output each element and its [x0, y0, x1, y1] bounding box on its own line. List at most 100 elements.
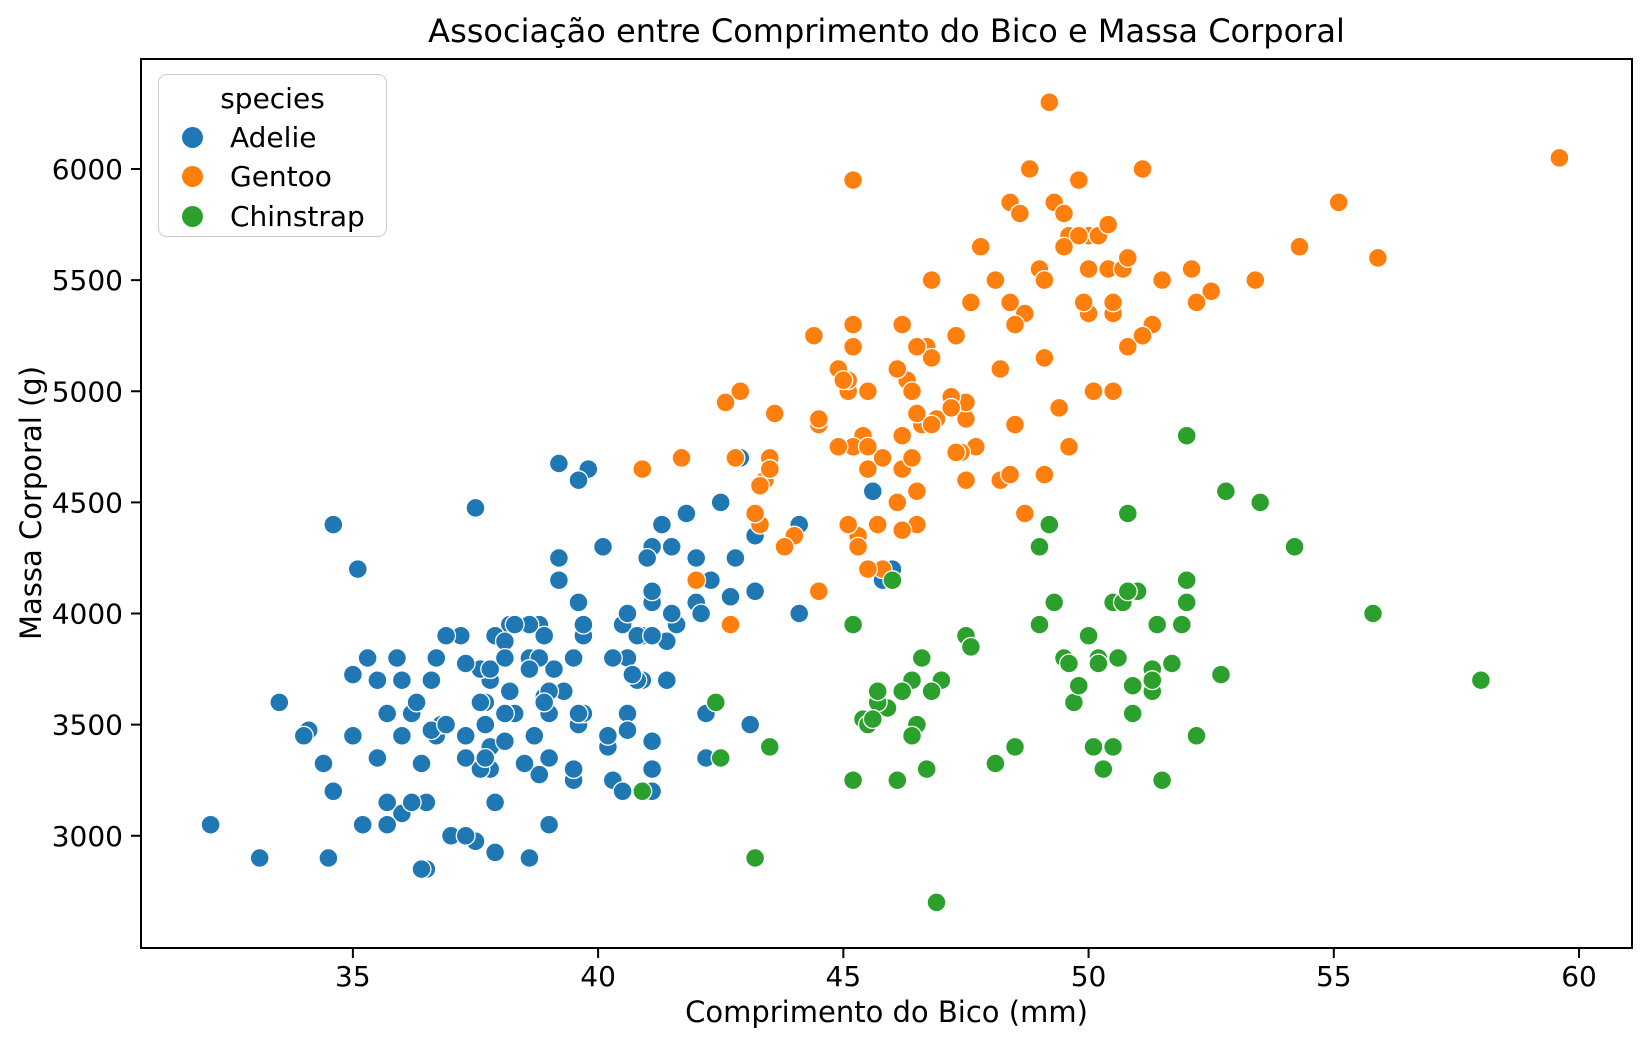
data-point-gentoo [1245, 270, 1266, 291]
data-point-chinstrap [1103, 736, 1124, 757]
data-point-gentoo [1053, 236, 1075, 257]
data-point-gentoo [892, 314, 913, 335]
data-point-adelie [494, 703, 515, 724]
x-tick-label: 60 [1561, 960, 1597, 993]
data-point-gentoo [1083, 381, 1104, 402]
data-point-gentoo [906, 336, 927, 357]
data-point-gentoo [1034, 347, 1055, 368]
legend-label-adelie: Adelie [230, 121, 317, 155]
data-point-gentoo [808, 408, 829, 430]
data-point-adelie [411, 753, 432, 774]
data-point-gentoo [764, 403, 785, 424]
data-point-adelie [455, 825, 476, 846]
data-point-chinstrap [745, 847, 766, 869]
legend-marker-gentoo-icon [182, 166, 203, 188]
data-point-chinstrap [1117, 581, 1138, 602]
data-point-gentoo [867, 514, 888, 535]
data-point-chinstrap [1171, 614, 1192, 635]
data-point-adelie [342, 725, 363, 746]
data-point-chinstrap [1029, 614, 1050, 635]
data-point-chinstrap [1215, 481, 1236, 502]
data-point-adelie [725, 547, 746, 569]
data-point-chinstrap [960, 636, 981, 657]
data-point-gentoo [1181, 258, 1202, 280]
data-point-gentoo [1328, 192, 1349, 213]
data-point-gentoo [730, 381, 751, 402]
data-point-gentoo [1117, 336, 1138, 357]
data-point-gentoo [906, 403, 927, 424]
data-point-adelie [642, 581, 663, 602]
data-point-adelie [592, 536, 614, 557]
data-point-gentoo [960, 292, 981, 313]
data-point-adelie [494, 731, 515, 752]
data-point-gentoo [1014, 503, 1035, 524]
data-point-chinstrap [1152, 770, 1173, 791]
legend-marker-chinstrap-icon [182, 205, 203, 227]
data-point-chinstrap [1470, 670, 1491, 691]
data-point-chinstrap [1083, 736, 1104, 757]
data-point-chinstrap [1176, 570, 1197, 591]
data-point-gentoo [970, 236, 991, 257]
data-point-gentoo [892, 520, 913, 541]
data-point-adelie [377, 703, 398, 724]
data-point-gentoo [1098, 214, 1119, 235]
data-point-gentoo [901, 381, 923, 402]
data-point-adelie [617, 603, 638, 624]
data-point-adelie [377, 792, 398, 813]
data-point-gentoo [632, 459, 653, 480]
data-point-adelie [504, 614, 525, 635]
data-point-chinstrap [985, 753, 1006, 774]
data-point-chinstrap [705, 692, 726, 713]
data-point-gentoo [1073, 292, 1094, 313]
data-point-gentoo [1132, 325, 1153, 346]
y-tick-label: 3000 [52, 820, 123, 853]
data-point-adelie [485, 842, 506, 863]
data-point-gentoo [872, 447, 893, 468]
data-point-chinstrap [1039, 514, 1060, 535]
data-point-adelie [740, 714, 761, 735]
data-point-chinstrap [1044, 592, 1065, 613]
data-point-adelie [485, 792, 506, 813]
data-point-adelie [661, 603, 682, 624]
data-point-chinstrap [759, 736, 780, 757]
data-point-gentoo [1201, 281, 1222, 302]
data-point-chinstrap [1029, 536, 1050, 557]
data-point-adelie [200, 814, 221, 835]
legend-marker-adelie-icon [182, 127, 203, 149]
x-tick-label: 45 [826, 960, 862, 993]
data-point-gentoo [946, 325, 967, 346]
data-point-gentoo [946, 442, 967, 463]
data-point-adelie [436, 714, 457, 735]
data-point-gentoo [1019, 158, 1040, 180]
data-point-chinstrap [632, 781, 653, 802]
data-point-adelie [612, 781, 633, 802]
data-point-gentoo [1152, 270, 1173, 291]
data-point-adelie [539, 747, 560, 769]
data-point-adelie [602, 647, 623, 669]
data-point-gentoo [955, 470, 977, 491]
data-point-gentoo [1058, 436, 1080, 457]
data-point-adelie [475, 747, 496, 769]
data-point-adelie [563, 647, 584, 669]
data-point-gentoo [671, 447, 692, 468]
data-point-chinstrap [1176, 425, 1197, 446]
y-tick-label: 5500 [52, 264, 123, 297]
x-tick-label: 40 [580, 960, 616, 993]
data-point-gentoo [686, 570, 707, 591]
data-point-gentoo [921, 270, 942, 291]
data-point-adelie [480, 659, 501, 680]
legend-entry-chinstrap: Chinstrap [159, 197, 386, 236]
data-point-chinstrap [882, 570, 903, 591]
data-point-chinstrap [1058, 653, 1080, 674]
data-point-chinstrap [710, 747, 731, 769]
data-point-gentoo [1004, 314, 1026, 335]
data-point-gentoo [720, 614, 741, 635]
data-point-adelie [411, 859, 432, 880]
data-point-chinstrap [1142, 670, 1163, 691]
x-tick-label: 35 [335, 960, 371, 993]
data-point-adelie [406, 692, 427, 713]
data-point-chinstrap [1176, 592, 1197, 613]
data-point-chinstrap [901, 725, 923, 746]
